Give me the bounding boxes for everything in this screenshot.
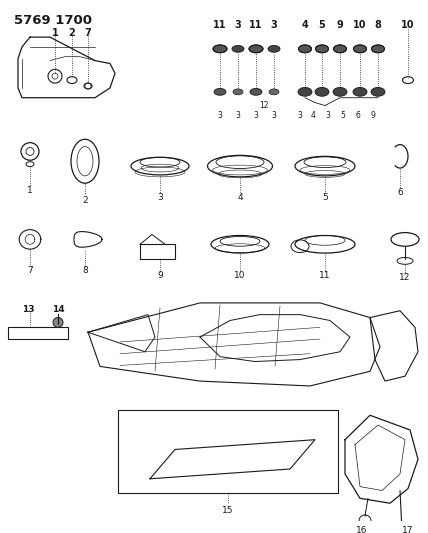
Bar — [8, 327, 68, 339]
Text: 6: 6 — [397, 188, 403, 197]
Ellipse shape — [315, 87, 329, 96]
Text: 4: 4 — [237, 193, 243, 202]
Text: 3: 3 — [157, 193, 163, 202]
Ellipse shape — [333, 87, 347, 96]
Ellipse shape — [372, 45, 384, 53]
Text: 10: 10 — [353, 20, 367, 30]
Text: 6: 6 — [356, 111, 360, 120]
Text: 2: 2 — [82, 196, 88, 205]
Text: 16: 16 — [356, 526, 368, 533]
Ellipse shape — [214, 88, 226, 95]
Ellipse shape — [233, 89, 243, 95]
Ellipse shape — [333, 45, 347, 53]
Text: 3: 3 — [271, 111, 276, 120]
Text: 4: 4 — [311, 111, 315, 120]
Text: 3: 3 — [270, 20, 277, 30]
Text: 9: 9 — [371, 111, 375, 120]
Text: 15: 15 — [222, 506, 234, 514]
Text: 17: 17 — [402, 526, 414, 533]
Text: 3: 3 — [235, 20, 241, 30]
Ellipse shape — [298, 87, 312, 96]
Text: 1: 1 — [52, 28, 58, 38]
Text: 5: 5 — [341, 111, 345, 120]
Ellipse shape — [354, 45, 366, 53]
Text: 14: 14 — [52, 305, 64, 314]
Text: 8: 8 — [82, 266, 88, 275]
Ellipse shape — [298, 45, 312, 53]
Text: 9: 9 — [157, 271, 163, 280]
Text: 4: 4 — [302, 20, 309, 30]
Text: 13: 13 — [22, 305, 34, 314]
Bar — [118, 410, 338, 494]
Ellipse shape — [269, 89, 279, 95]
Text: 5: 5 — [322, 193, 328, 202]
Ellipse shape — [250, 88, 262, 95]
Text: 11: 11 — [249, 20, 263, 30]
Text: 7: 7 — [27, 266, 33, 275]
Text: 5769 1700: 5769 1700 — [14, 14, 92, 27]
Text: 3: 3 — [235, 111, 241, 120]
Text: 3: 3 — [253, 111, 259, 120]
Text: 12: 12 — [399, 273, 411, 282]
Text: 3: 3 — [217, 111, 223, 120]
Ellipse shape — [353, 87, 367, 96]
Text: 8: 8 — [374, 20, 381, 30]
Ellipse shape — [371, 87, 385, 96]
Text: 1: 1 — [27, 186, 33, 195]
Text: 9: 9 — [337, 20, 343, 30]
Ellipse shape — [268, 45, 280, 52]
Text: 11: 11 — [213, 20, 227, 30]
Text: 5: 5 — [318, 20, 325, 30]
Ellipse shape — [249, 45, 263, 53]
Text: 11: 11 — [319, 271, 331, 280]
Circle shape — [53, 318, 63, 327]
Text: 7: 7 — [85, 28, 91, 38]
Ellipse shape — [213, 45, 227, 53]
Ellipse shape — [232, 45, 244, 52]
Text: 10: 10 — [234, 271, 246, 280]
Text: 2: 2 — [68, 28, 75, 38]
Text: 3: 3 — [297, 111, 303, 120]
Text: 10: 10 — [401, 20, 415, 30]
Text: 3: 3 — [326, 111, 330, 120]
Text: 12: 12 — [259, 101, 269, 110]
Ellipse shape — [315, 45, 329, 53]
